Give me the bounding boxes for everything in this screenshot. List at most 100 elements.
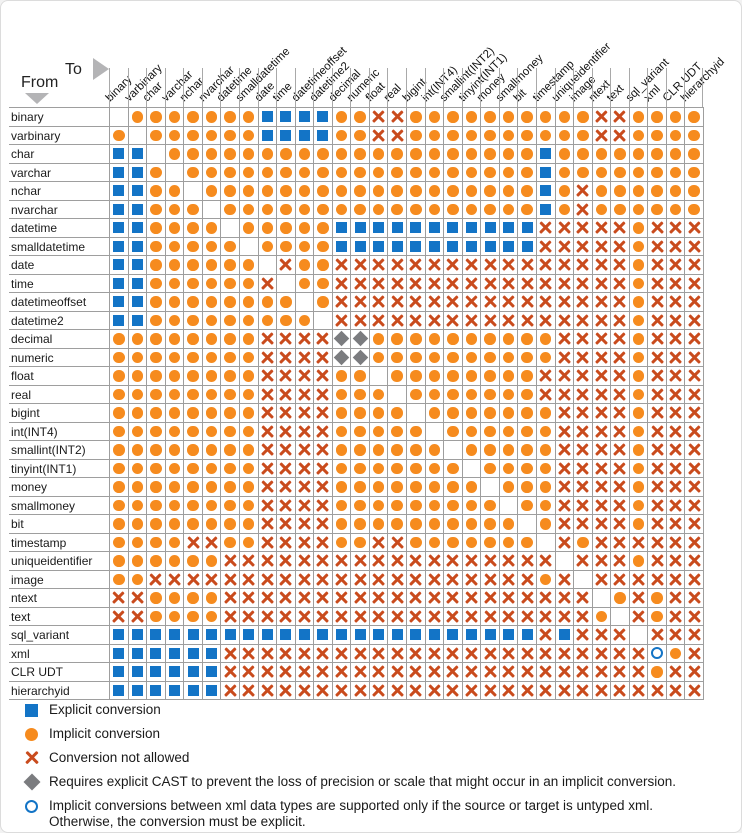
implicit-conversion-icon (224, 481, 236, 493)
legend-label-line2: Otherwise, the conversion must be explic… (49, 814, 306, 829)
matrix-cell (388, 385, 407, 404)
matrix-cell (351, 681, 370, 700)
column-tick (406, 68, 407, 108)
matrix-cell (666, 478, 686, 497)
matrix-cell (407, 385, 426, 404)
conversion-not-allowed-icon (558, 240, 571, 253)
implicit-conversion-icon (632, 314, 645, 326)
matrix-cell (239, 459, 259, 478)
matrix-cell (462, 163, 482, 182)
implicit-conversion-icon (261, 185, 274, 197)
matrix-cell (221, 607, 240, 626)
implicit-conversion-icon (410, 444, 422, 456)
matrix-cell (555, 533, 575, 552)
matrix-cell (388, 145, 407, 164)
conversion-not-allowed-icon (558, 314, 571, 327)
matrix-cell (611, 293, 630, 312)
matrix-cell (536, 663, 556, 682)
column-tick (555, 68, 556, 108)
conversion-not-allowed-icon (502, 610, 515, 623)
implicit-conversion-icon (168, 259, 181, 271)
conversion-not-allowed-icon (651, 332, 664, 345)
matrix-cell (258, 441, 278, 460)
explicit-conversion-icon (317, 129, 329, 141)
conversion-not-allowed-icon (205, 536, 218, 549)
matrix-cell (295, 478, 315, 497)
matrix-cell (685, 126, 704, 145)
conversion-not-allowed-icon (428, 684, 441, 697)
implicit-conversion-icon (242, 166, 255, 178)
matrix-cell (518, 607, 537, 626)
matrix-cell (110, 422, 129, 441)
matrix-cell (165, 200, 185, 219)
conversion-not-allowed-icon (224, 554, 237, 567)
matrix-cell (666, 330, 686, 349)
matrix-cell (574, 496, 593, 515)
implicit-conversion-icon (205, 222, 218, 234)
implicit-conversion-icon (150, 425, 162, 437)
conversion-not-allowed-icon (354, 258, 367, 271)
conversion-not-allowed-icon (613, 388, 626, 401)
matrix-cell (258, 478, 278, 497)
matrix-cell (666, 311, 686, 330)
conversion-not-allowed-icon (484, 314, 497, 327)
matrix-cell (592, 552, 612, 571)
implicit-conversion-icon (428, 388, 441, 400)
matrix-cell (184, 496, 203, 515)
matrix-cell (407, 274, 426, 293)
explicit-conversion-icon (540, 203, 552, 215)
conversion-not-allowed-icon (446, 277, 459, 290)
implicit-conversion-icon (131, 370, 144, 382)
matrix-cell (648, 589, 667, 608)
matrix-cell (425, 496, 445, 515)
implicit-conversion-icon (224, 388, 236, 400)
implicit-conversion-icon (242, 222, 255, 234)
matrix-cell (444, 330, 463, 349)
matrix-cell (351, 348, 370, 367)
matrix-cell (165, 496, 185, 515)
matrix-cell (425, 626, 445, 645)
column-tick (684, 68, 685, 108)
implicit-conversion-icon (242, 388, 255, 400)
matrix-cell (239, 570, 259, 589)
matrix-cell (128, 570, 148, 589)
implicit-conversion-icon (521, 407, 533, 419)
implicit-conversion-icon (632, 518, 645, 530)
implicit-conversion-icon (372, 518, 385, 530)
matrix-cell (555, 681, 575, 700)
matrix-cell (481, 681, 500, 700)
matrix-cell (147, 237, 166, 256)
explicit-conversion-icon (428, 629, 440, 641)
column-tick (629, 68, 630, 108)
conversion-not-allowed-icon (651, 388, 664, 401)
conversion-not-allowed-icon (539, 314, 552, 327)
matrix-cell (611, 385, 630, 404)
matrix-cell (499, 478, 519, 497)
matrix-cell (351, 126, 370, 145)
matrix-cell (369, 404, 389, 423)
matrix-cell (369, 663, 389, 682)
implicit-conversion-icon (150, 185, 162, 197)
conversion-not-allowed-icon (261, 351, 274, 364)
matrix-cell (518, 219, 537, 238)
matrix-cell (147, 626, 166, 645)
explicit-conversion-icon (298, 129, 310, 141)
conversion-not-allowed-icon (502, 554, 515, 567)
matrix-cell (611, 367, 630, 386)
implicit-conversion-icon (484, 499, 496, 511)
conversion-not-allowed-icon (576, 517, 589, 530)
implicit-conversion-icon (410, 370, 422, 382)
matrix-cell (110, 533, 129, 552)
matrix-cell (184, 311, 203, 330)
matrix-cell (444, 404, 463, 423)
matrix-cell (592, 663, 612, 682)
matrix-cell (277, 330, 296, 349)
matrix-cell (332, 348, 352, 367)
conversion-not-allowed-icon (465, 610, 478, 623)
implicit-conversion-icon (632, 296, 645, 308)
conversion-not-allowed-icon (688, 221, 701, 234)
column-tick (647, 68, 648, 108)
implicit-conversion-icon (465, 388, 478, 400)
matrix-cell (277, 145, 296, 164)
implicit-conversion-icon (539, 481, 552, 493)
